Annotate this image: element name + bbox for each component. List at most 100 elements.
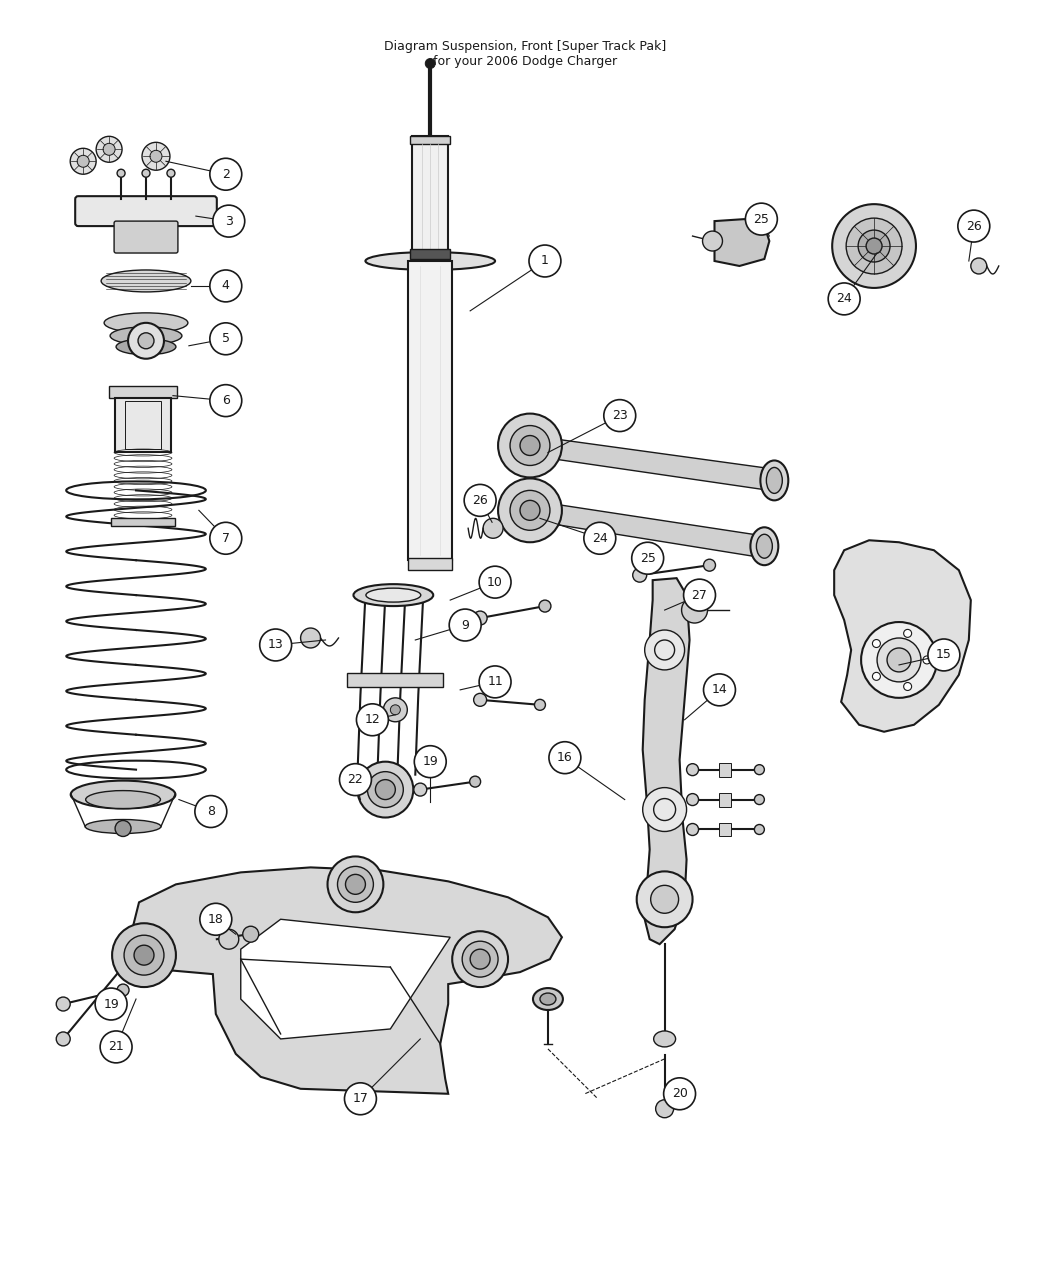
- Text: 19: 19: [103, 997, 119, 1011]
- Circle shape: [383, 697, 407, 722]
- Text: 8: 8: [207, 805, 215, 819]
- Circle shape: [449, 609, 481, 641]
- Bar: [411, 136, 450, 144]
- Text: 24: 24: [592, 532, 608, 544]
- Polygon shape: [530, 436, 770, 491]
- Circle shape: [510, 426, 550, 465]
- Circle shape: [858, 230, 890, 261]
- Ellipse shape: [57, 997, 70, 1011]
- Circle shape: [70, 148, 97, 175]
- Bar: [411, 249, 450, 259]
- Ellipse shape: [766, 468, 782, 493]
- Ellipse shape: [687, 764, 698, 775]
- Circle shape: [704, 674, 735, 706]
- Polygon shape: [240, 919, 450, 1039]
- Circle shape: [210, 158, 242, 190]
- Ellipse shape: [85, 820, 161, 834]
- Circle shape: [645, 630, 685, 669]
- Ellipse shape: [469, 776, 481, 787]
- Circle shape: [971, 258, 987, 274]
- Circle shape: [128, 323, 164, 358]
- Circle shape: [200, 903, 232, 935]
- Bar: [109, 385, 176, 398]
- Ellipse shape: [414, 783, 426, 796]
- Circle shape: [142, 170, 150, 177]
- Circle shape: [453, 931, 508, 987]
- Text: 10: 10: [487, 575, 503, 589]
- Ellipse shape: [474, 694, 486, 706]
- Text: 19: 19: [422, 755, 438, 768]
- Circle shape: [833, 204, 916, 288]
- Circle shape: [100, 1031, 132, 1063]
- Text: 16: 16: [556, 751, 572, 764]
- Bar: [719, 822, 732, 836]
- Ellipse shape: [110, 326, 182, 344]
- Ellipse shape: [101, 270, 191, 292]
- Circle shape: [328, 857, 383, 913]
- Bar: [413, 136, 448, 251]
- Circle shape: [243, 926, 258, 942]
- Text: 9: 9: [461, 618, 469, 631]
- Ellipse shape: [104, 312, 188, 333]
- Circle shape: [904, 682, 911, 691]
- Text: 11: 11: [487, 676, 503, 688]
- Bar: [348, 673, 443, 687]
- Circle shape: [138, 333, 154, 349]
- Circle shape: [520, 436, 540, 455]
- Ellipse shape: [754, 794, 764, 805]
- Circle shape: [103, 143, 116, 156]
- Text: 2: 2: [222, 168, 230, 181]
- Ellipse shape: [756, 534, 773, 558]
- Circle shape: [483, 519, 503, 538]
- Circle shape: [150, 150, 162, 162]
- Circle shape: [584, 523, 615, 555]
- Circle shape: [510, 491, 550, 530]
- Ellipse shape: [687, 824, 698, 835]
- Bar: [116, 398, 171, 453]
- Polygon shape: [714, 219, 770, 266]
- Polygon shape: [530, 500, 759, 557]
- Circle shape: [846, 218, 902, 274]
- Circle shape: [828, 283, 860, 315]
- Circle shape: [357, 761, 414, 817]
- Text: 24: 24: [836, 292, 852, 306]
- Circle shape: [520, 500, 540, 520]
- Circle shape: [300, 629, 320, 648]
- Ellipse shape: [540, 993, 555, 1005]
- Circle shape: [636, 871, 693, 927]
- Circle shape: [681, 597, 708, 623]
- Circle shape: [928, 639, 960, 671]
- Ellipse shape: [354, 584, 434, 606]
- Polygon shape: [126, 867, 562, 1094]
- Circle shape: [134, 945, 154, 965]
- Circle shape: [345, 875, 365, 894]
- Text: 17: 17: [353, 1093, 369, 1105]
- Ellipse shape: [57, 1031, 70, 1046]
- Ellipse shape: [117, 339, 176, 354]
- Circle shape: [376, 779, 396, 799]
- Text: 27: 27: [692, 589, 708, 602]
- Circle shape: [549, 742, 581, 774]
- Ellipse shape: [760, 460, 789, 500]
- Circle shape: [124, 935, 164, 975]
- Bar: [408, 261, 453, 560]
- Circle shape: [78, 156, 89, 167]
- Circle shape: [861, 622, 937, 697]
- FancyBboxPatch shape: [114, 221, 177, 252]
- Text: 12: 12: [364, 713, 380, 727]
- Text: 4: 4: [222, 279, 230, 292]
- Text: 18: 18: [208, 913, 224, 926]
- Circle shape: [604, 399, 635, 431]
- Circle shape: [470, 949, 490, 969]
- Circle shape: [529, 245, 561, 277]
- Circle shape: [958, 210, 990, 242]
- Polygon shape: [834, 541, 971, 732]
- Text: 6: 6: [222, 394, 230, 407]
- Ellipse shape: [754, 765, 764, 775]
- Text: 26: 26: [472, 493, 488, 507]
- Text: 23: 23: [612, 409, 628, 422]
- Bar: [408, 558, 453, 570]
- Circle shape: [904, 630, 911, 638]
- Circle shape: [356, 704, 388, 736]
- Text: Diagram Suspension, Front [Super Track Pak]
for your 2006 Dodge Charger: Diagram Suspension, Front [Super Track P…: [384, 40, 666, 68]
